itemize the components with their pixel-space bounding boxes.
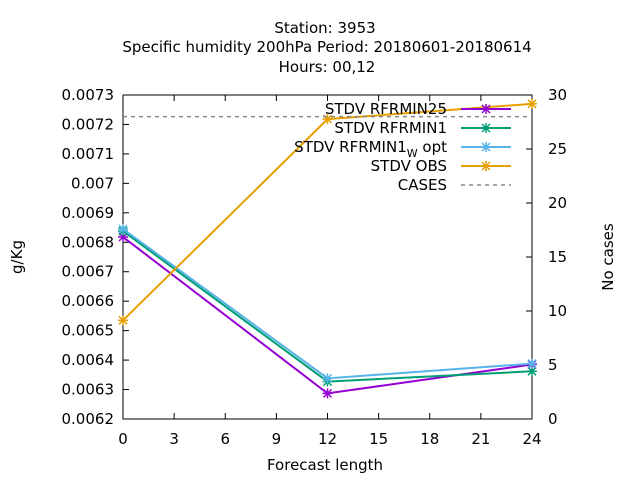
series-rfrmin1_w_opt bbox=[118, 224, 537, 384]
y2-tick-label: 20 bbox=[548, 194, 567, 212]
x-tick-label: 9 bbox=[272, 430, 282, 448]
x-axis: 0 3 6 9 12 15 18 21 24 bbox=[118, 95, 542, 448]
legend-label-subscript: W bbox=[407, 147, 418, 160]
y-tick-label: 0.0066 bbox=[62, 292, 115, 310]
y-tick-label: 0.0063 bbox=[62, 381, 115, 399]
series-line-obs bbox=[122, 102, 533, 322]
legend-marker bbox=[481, 161, 491, 171]
data-point-rfrmin1_w_opt bbox=[118, 224, 128, 235]
y-tick-label: 0.0072 bbox=[62, 115, 115, 133]
chart-title: Station: 3953 Specific humidity 200hPa P… bbox=[122, 19, 531, 76]
legend-label: STDV RFRMIN25 bbox=[325, 100, 447, 118]
data-point-rfrmin1_w_opt bbox=[322, 373, 333, 384]
x-tick-label: 18 bbox=[420, 430, 439, 448]
x-tick-label: 15 bbox=[369, 430, 388, 448]
x-tick-label: 0 bbox=[118, 430, 128, 448]
y-tick-label: 0.0065 bbox=[62, 322, 115, 340]
x-tick-label: 6 bbox=[220, 430, 230, 448]
series-line-rfrmin1_w_opt bbox=[122, 228, 533, 380]
legend-entry-obs: STDV OBS bbox=[371, 157, 511, 175]
data-point-rfrmin25 bbox=[322, 388, 333, 399]
title-station: Station: 3953 bbox=[274, 19, 375, 37]
y2-tick-label: 10 bbox=[548, 302, 567, 320]
legend-label-suffix: opt bbox=[418, 138, 447, 156]
y-axis: 0.0062 0.0063 0.0064 0.0065 0.0066 0.0067 0.00… bbox=[62, 86, 129, 428]
legend-marker bbox=[481, 142, 491, 152]
y-tick-label: 0.0068 bbox=[62, 233, 115, 251]
x-axis-title: Forecast length bbox=[267, 456, 383, 474]
y-axis-title: g/Kg bbox=[8, 240, 26, 274]
y2-tick-label: 5 bbox=[548, 356, 558, 374]
series-obs bbox=[118, 98, 537, 326]
legend-entry-rfrmin1: STDV RFRMIN1 bbox=[334, 119, 511, 137]
y2-axis-title: No cases bbox=[599, 223, 617, 291]
legend-entry-rfrmin25: STDV RFRMIN25 bbox=[325, 100, 511, 118]
y-tick-label: 0.0069 bbox=[62, 204, 115, 222]
y2-tick-label: 0 bbox=[548, 410, 558, 428]
x-tick-label: 12 bbox=[318, 430, 337, 448]
legend-label: STDV RFRMIN1 bbox=[334, 119, 447, 137]
y-tick-label: 0.007 bbox=[71, 174, 114, 192]
data-point-rfrmin1_w_opt bbox=[527, 358, 537, 369]
y-tick-label: 0.0073 bbox=[62, 86, 115, 104]
y-tick-label: 0.0067 bbox=[62, 263, 115, 281]
series-rfrmin1 bbox=[118, 226, 537, 387]
y2-tick-label: 15 bbox=[548, 248, 567, 266]
x-tick-label: 3 bbox=[169, 430, 179, 448]
title-variable-period: Specific humidity 200hPa Period: 2018060… bbox=[122, 38, 531, 56]
y2-axis: 0 5 10 15 20 25 30 bbox=[526, 86, 567, 428]
y-tick-label: 0.0064 bbox=[62, 351, 115, 369]
legend-label: STDV OBS bbox=[371, 157, 447, 175]
data-point-obs bbox=[527, 98, 537, 109]
legend-marker bbox=[481, 123, 491, 133]
legend-label: CASES bbox=[398, 176, 447, 194]
legend-entry-cases: CASES bbox=[398, 176, 511, 194]
x-tick-label: 21 bbox=[471, 430, 490, 448]
data-point-obs bbox=[118, 315, 128, 326]
series-line-rfrmin1 bbox=[122, 230, 533, 383]
title-hours: Hours: 00,12 bbox=[279, 58, 376, 76]
legend-marker bbox=[481, 104, 491, 114]
y-tick-label: 0.0062 bbox=[62, 410, 115, 428]
y-tick-label: 0.0071 bbox=[62, 145, 115, 163]
y2-tick-label: 25 bbox=[548, 140, 567, 158]
x-tick-label: 24 bbox=[522, 430, 541, 448]
y2-tick-label: 30 bbox=[548, 86, 567, 104]
